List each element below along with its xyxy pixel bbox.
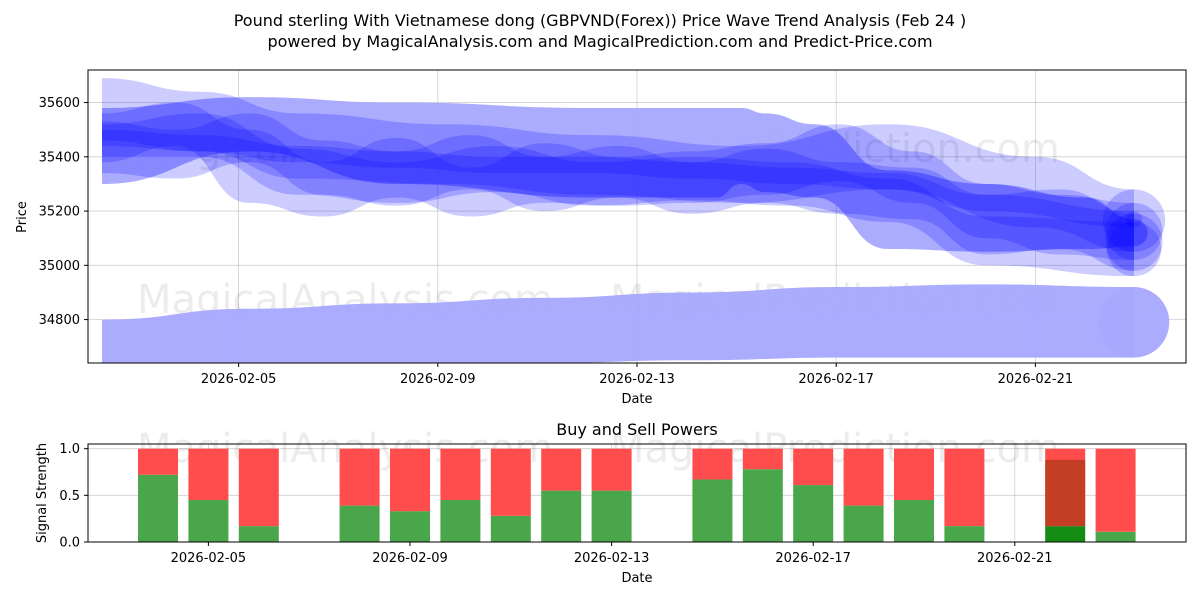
buy-bar [440,500,481,542]
buy-bar [944,526,985,542]
buy-bar [1045,526,1086,542]
band-bottom-lower-cap [1098,287,1170,358]
sell-bar [742,448,783,470]
bar-y-tick-label: 1.0 [59,442,80,457]
bar-x-ticks: 2026-02-05 2026-02-09 2026-02-13 2026-02-17… [171,542,1053,566]
sell-bar [692,448,733,480]
sell-bar [238,448,279,527]
buy-bar [238,526,279,542]
price-wave-chart: MagicalAnalysis.com MagicalPrediction.co… [15,69,1187,407]
bar-y-ticks: 0.0 0.5 1.0 [59,442,88,551]
price-x-label: Date [621,392,652,407]
price-y-label: Price [15,201,30,233]
band-mid-2-cap [1105,213,1163,271]
buy-bar [1095,531,1136,542]
band-main-wide-cap [1120,219,1148,247]
band-top-light [102,78,1134,252]
buy-bar [692,479,733,542]
sell-bar [894,448,934,500]
bar-x-label: Date [621,571,652,586]
price-x-tick-label: 2026-02-21 [998,372,1074,387]
sell-bar [1095,448,1136,532]
sell-bar [390,448,430,512]
band-core [102,129,1134,228]
buy-bar [742,469,783,542]
buy-sell-bars [138,448,1136,542]
band-mid-2 [102,113,1134,271]
sell-bar [138,448,178,475]
sell-bar [541,448,582,491]
band-bottom-lower [102,284,1134,363]
sell-bar [944,448,985,527]
buy-bar [793,485,834,542]
band-mid-3 [102,113,1134,277]
band-core-cap [1125,211,1143,228]
price-y-tick-label: 35000 [39,259,80,274]
band-mid-1 [102,102,1134,260]
price-y-tick-label: 35200 [39,205,80,220]
band-mid-1-cap [1105,202,1163,260]
price-x-tick-label: 2026-02-09 [400,372,476,387]
band-main-wide [102,97,1134,252]
sell-bar [440,448,481,500]
bar-axes-frame [87,443,1187,543]
bar-x-tick-label: 2026-02-09 [372,551,448,566]
price-y-tick-label: 35600 [39,96,80,111]
buy-bar [591,490,632,542]
buy-bar [843,505,884,542]
buy-sell-power-chart: Buy and Sell Powers MagicalAnalysis.com … [35,420,1187,586]
buy-bar [541,490,582,542]
price-y-ticks: 34800 35000 35200 35400 35600 [39,96,88,328]
sell-bar [490,448,531,516]
price-x-ticks: 2026-02-05 2026-02-09 2026-02-13 2026-02-17… [201,363,1073,387]
buy-bar [138,474,178,542]
bar-y-tick-label: 0.0 [59,536,80,551]
bar-x-tick-label: 2026-02-13 [574,551,650,566]
price-y-tick-label: 35400 [39,150,80,165]
bar-x-tick-label: 2026-02-05 [171,551,247,566]
band-mid-3-cap [1106,221,1162,277]
sell-bar-highlight [1045,459,1086,527]
price-x-tick-label: 2026-02-13 [599,372,675,387]
price-x-tick-label: 2026-02-17 [798,372,874,387]
bar-y-label: Signal Strength [35,443,50,543]
bar-y-tick-label: 0.5 [59,489,80,504]
sell-bar [793,448,834,486]
price-x-tick-label: 2026-02-05 [201,372,277,387]
buy-bar [390,511,430,542]
chart-title-line1: Pound sterling With Vietnamese dong (GBP… [234,11,967,30]
sell-bar [591,448,632,491]
buy-bar [490,515,531,542]
band-top-light-cap [1102,189,1166,252]
price-y-tick-label: 34800 [39,313,80,328]
buy-bar [339,505,380,542]
buy-bar [188,500,229,542]
sell-bar [339,448,380,506]
buy-bar [894,500,934,542]
sell-bar [843,448,884,506]
sell-bar [188,448,229,500]
bar-x-tick-label: 2026-02-21 [977,551,1053,566]
chart-title-line2: powered by MagicalAnalysis.com and Magic… [267,32,932,51]
bar-x-tick-label: 2026-02-17 [775,551,851,566]
bar-chart-title: Buy and Sell Powers [556,420,718,439]
price-wave-bands [102,78,1170,363]
watermark-right-bar: MagicalPrediction.com [610,426,1060,472]
